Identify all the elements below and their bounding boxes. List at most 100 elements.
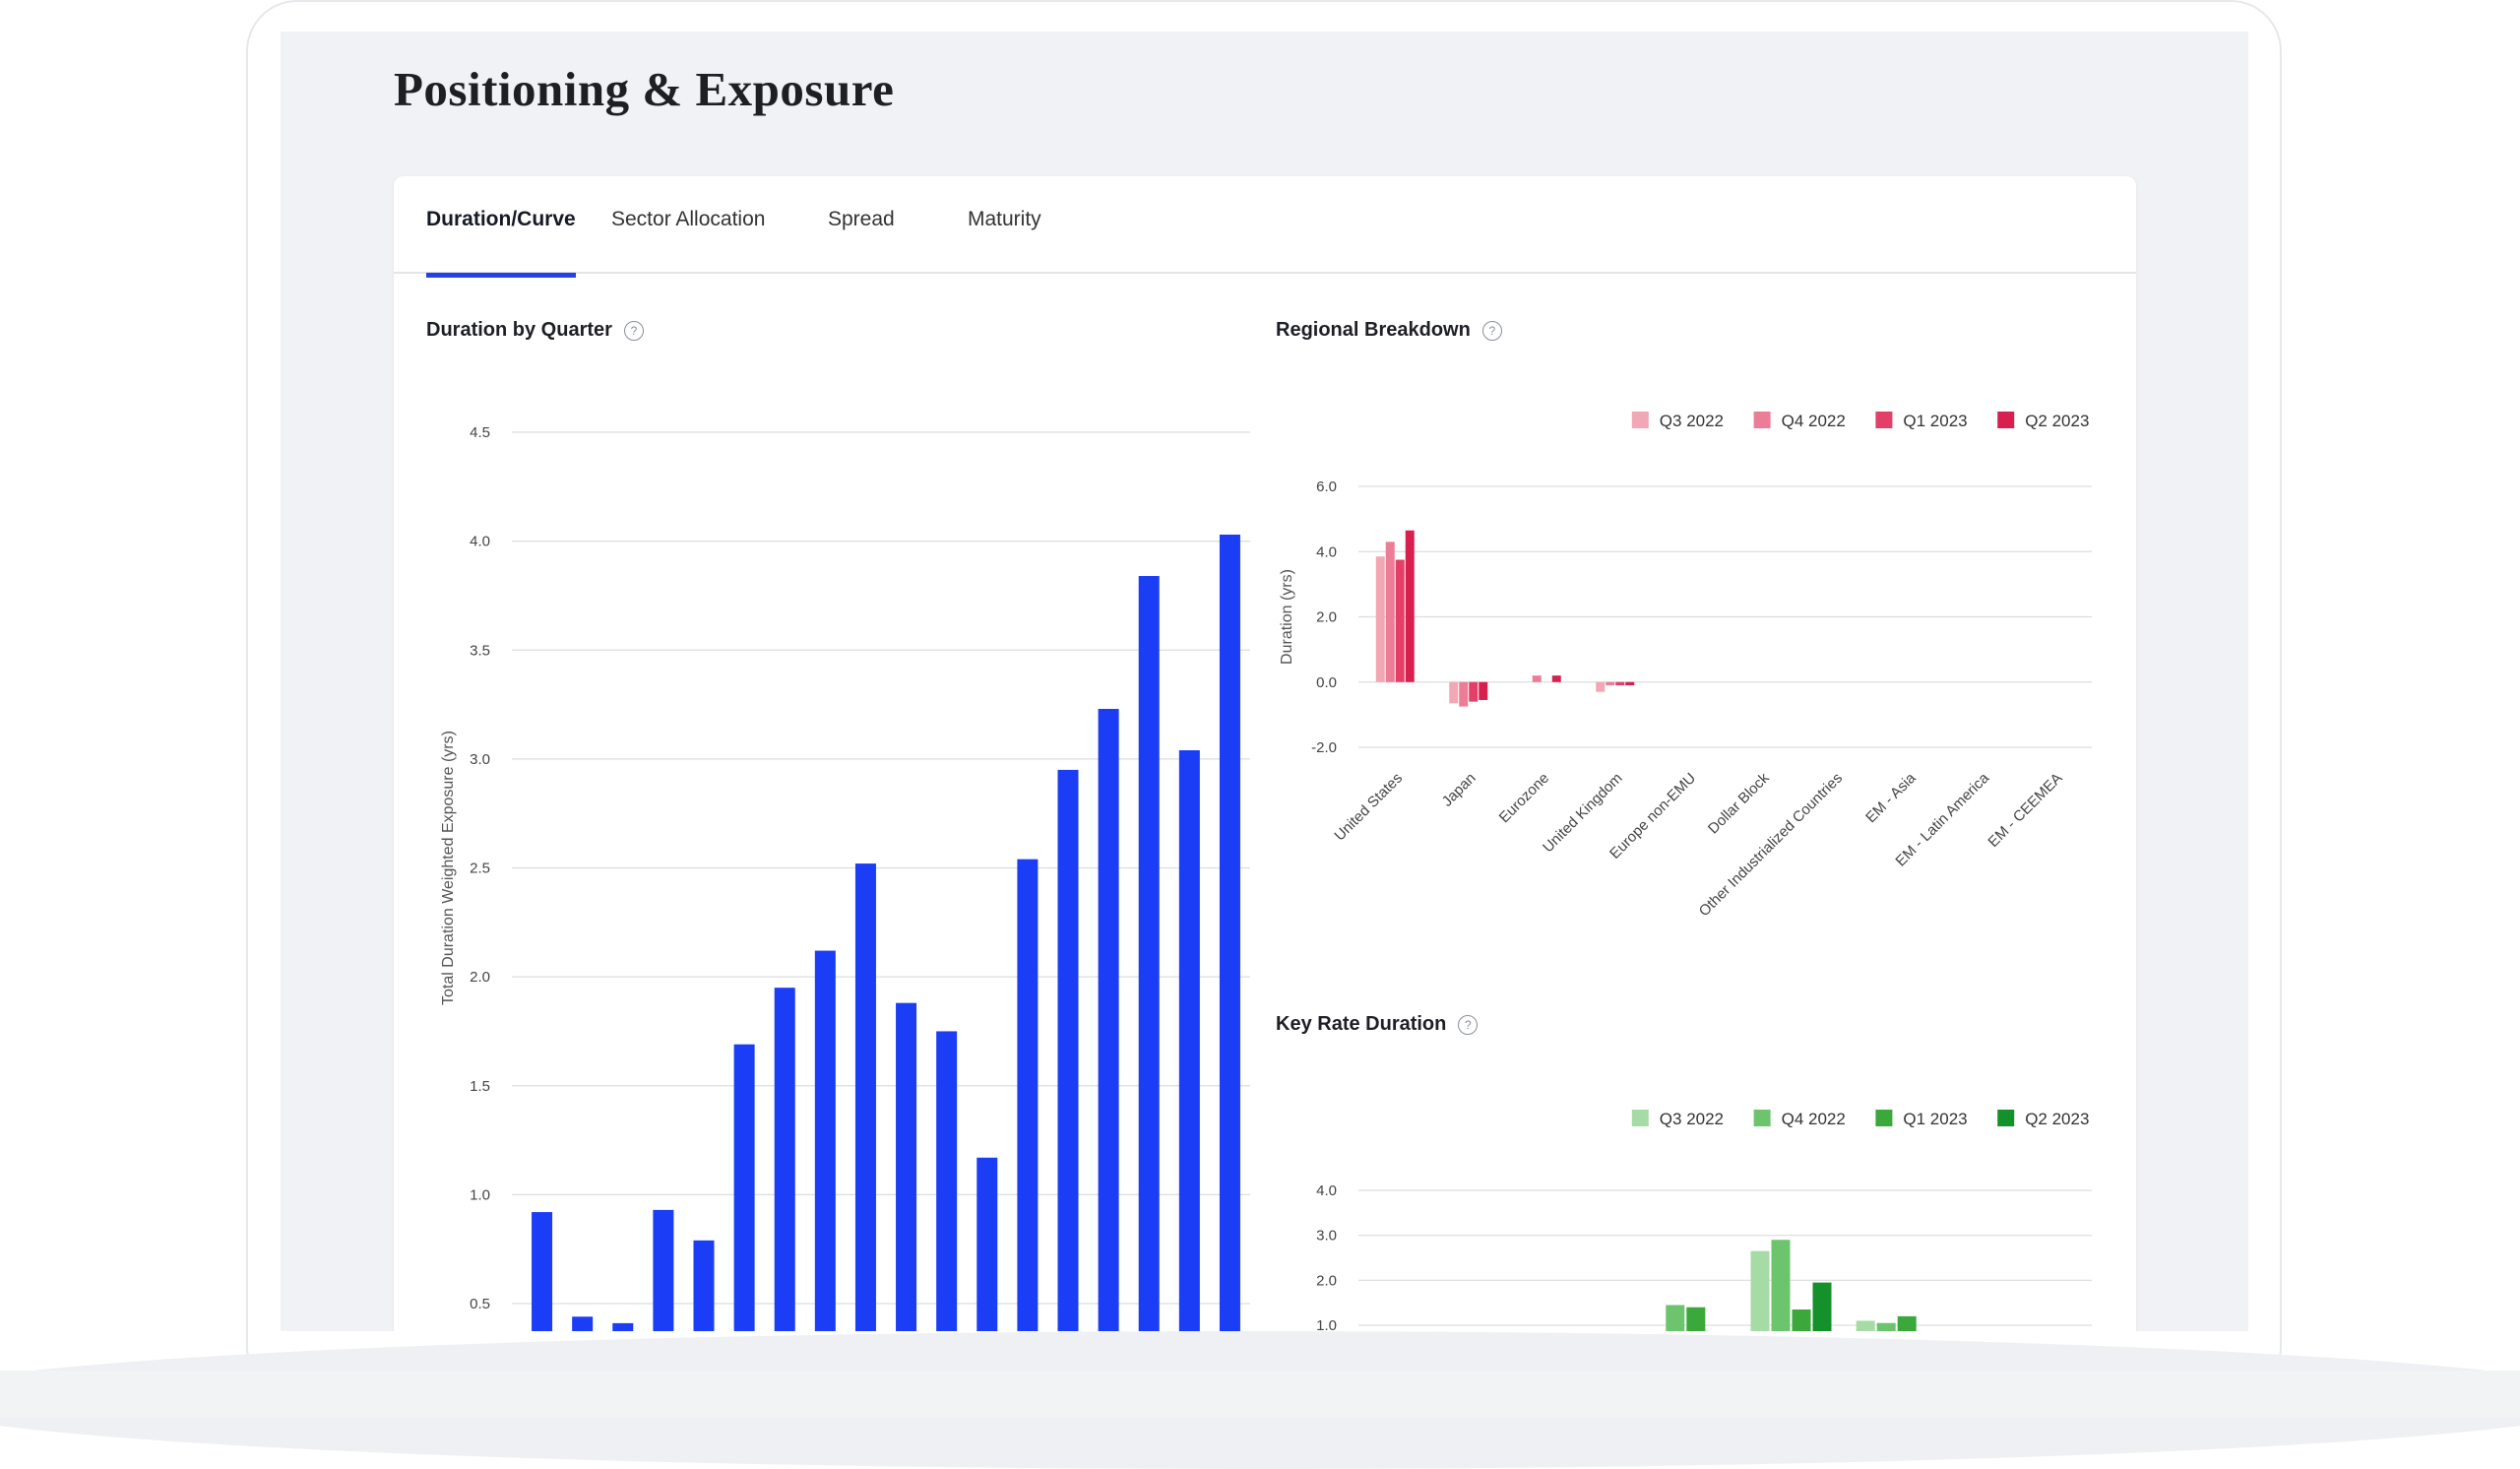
tab-bar: Duration/Curve Sector Allocation Spread …	[394, 176, 2136, 278]
regional-bar-chart: 6.0 4.0 2.0 0.0 -2.0 Q2 2023 Q1 2023 Q4 2022 Q3 …	[1279, 412, 2092, 920]
keyrate-section-header: Key Rate Duration ?	[1276, 1013, 1479, 1036]
y-tick-label: 3.0	[470, 751, 490, 768]
y-tick-label: 2.0	[470, 969, 490, 986]
bar	[1469, 681, 1479, 702]
bar	[1479, 681, 1488, 700]
y-tick-label: 0.5	[470, 1296, 490, 1312]
regional-section-header: Regional Breakdown ?	[1276, 319, 1502, 342]
bar	[1405, 530, 1415, 682]
bar	[532, 1212, 553, 1331]
x-tick-label: Other Industrialized Countries	[1696, 770, 1846, 920]
bar	[1057, 769, 1079, 1331]
y-tick-label: 0.0	[1316, 674, 1337, 691]
bar	[1876, 1322, 1896, 1331]
x-tick-label: Dollar Block	[1705, 769, 1773, 837]
bar	[1375, 556, 1385, 682]
y-tick-label: 2.0	[1316, 609, 1337, 626]
bar	[1771, 1240, 1791, 1331]
bar	[814, 950, 836, 1331]
bar	[1551, 675, 1561, 682]
help-circle-icon[interactable]: ?	[1458, 1014, 1479, 1035]
y-tick-label: 4.0	[470, 534, 490, 550]
x-tick-label: EM - Asia	[1862, 769, 1920, 826]
y-tick-label: 3.0	[1316, 1228, 1337, 1245]
x-tick-label: EM - CEEMEA	[1984, 770, 2065, 851]
legend-label: Q3 2022	[1660, 1110, 1724, 1128]
bar	[1812, 1282, 1832, 1331]
duration-bar-chart: 4.5 4.0 3.5 3.0 2.5 2.0 1.5 1.0 0.5 Total Duratio…	[440, 424, 1250, 1331]
bar	[733, 1044, 755, 1331]
y-tick-label: 6.0	[1316, 479, 1337, 495]
bar	[1856, 1320, 1875, 1331]
bar	[653, 1209, 674, 1331]
y-tick-label: 1.5	[470, 1078, 490, 1095]
page-title: Positioning & Exposure	[394, 62, 895, 116]
legend-label: Q4 2022	[1782, 1110, 1846, 1128]
y-tick-label: 1.0	[1316, 1317, 1337, 1331]
tab-spread[interactable]: Spread	[828, 208, 895, 230]
positioning-card: Duration/Curve Sector Allocation Spread …	[394, 176, 2136, 1331]
tab-duration-curve[interactable]: Duration/Curve	[426, 208, 576, 278]
y-tick-label: 3.5	[470, 642, 490, 659]
x-tick-label: Eurozone	[1496, 770, 1552, 826]
keyrate-bar-chart: 4.0 3.0 2.0 1.0 Q2 2023 Q1 2023 Q4 2022 Q3 2022…	[1316, 1110, 2092, 1331]
bar	[612, 1322, 634, 1331]
bar	[774, 988, 795, 1331]
bar	[1385, 542, 1395, 682]
legend-swatch	[1875, 1110, 1893, 1126]
bar	[1219, 534, 1240, 1331]
x-tick-label: United States	[1331, 770, 1406, 845]
y-axis-title: Duration (yrs)	[1279, 569, 1295, 665]
bar	[854, 863, 876, 1331]
bar	[1098, 708, 1119, 1331]
y-axis-title: Total Duration Weighted Exposure (yrs)	[440, 731, 457, 1005]
bar	[1625, 681, 1635, 686]
legend-label: Q2 2023	[2025, 412, 2089, 430]
legend-swatch	[1875, 412, 1893, 428]
bar	[1750, 1250, 1770, 1331]
legend-label: Q1 2023	[1903, 1110, 1967, 1128]
duration-section-header: Duration by Quarter ?	[426, 319, 644, 342]
legend-swatch	[1997, 412, 2015, 428]
bar	[976, 1157, 998, 1331]
y-tick-label: -2.0	[1311, 739, 1337, 756]
legend-swatch	[1631, 1110, 1649, 1126]
bar	[1017, 859, 1039, 1331]
bar	[1792, 1309, 1811, 1331]
tab-maturity[interactable]: Maturity	[968, 208, 1041, 230]
y-tick-label: 1.0	[470, 1186, 490, 1203]
regional-section-title: Regional Breakdown	[1276, 319, 1471, 341]
legend-label: Q2 2023	[2025, 1110, 2089, 1128]
bar	[572, 1316, 594, 1331]
keyrate-section-title: Key Rate Duration	[1276, 1013, 1447, 1035]
legend-label: Q4 2022	[1782, 412, 1846, 430]
bar	[1666, 1305, 1685, 1331]
legend-swatch	[1631, 412, 1649, 428]
y-tick-label: 4.0	[1316, 1182, 1337, 1199]
bar	[1459, 681, 1469, 707]
help-circle-icon[interactable]: ?	[1481, 320, 1502, 341]
bar	[1395, 559, 1405, 682]
bar	[1178, 750, 1200, 1331]
legend-swatch	[1753, 1110, 1771, 1126]
y-tick-label: 4.5	[470, 424, 490, 441]
app-screen: Positioning & Exposure Duration/Curve Se…	[281, 32, 2248, 1331]
bar	[896, 1002, 917, 1331]
legend-label: Q1 2023	[1903, 412, 1967, 430]
y-tick-label: 2.0	[1316, 1272, 1337, 1289]
y-tick-label: 4.0	[1316, 543, 1337, 560]
bar	[693, 1240, 715, 1331]
bar	[1138, 576, 1160, 1331]
legend-swatch	[1997, 1110, 2015, 1126]
bar	[1449, 681, 1459, 704]
x-tick-label: Japan	[1439, 770, 1480, 810]
duration-section-title: Duration by Quarter	[426, 319, 612, 341]
bar	[1606, 681, 1615, 686]
legend-label: Q3 2022	[1660, 412, 1724, 430]
bar	[1897, 1315, 1917, 1331]
bar	[936, 1031, 958, 1331]
bar	[1615, 681, 1625, 686]
tab-sector-allocation[interactable]: Sector Allocation	[611, 208, 766, 230]
bar	[1596, 681, 1606, 692]
help-circle-icon[interactable]: ?	[623, 320, 644, 341]
